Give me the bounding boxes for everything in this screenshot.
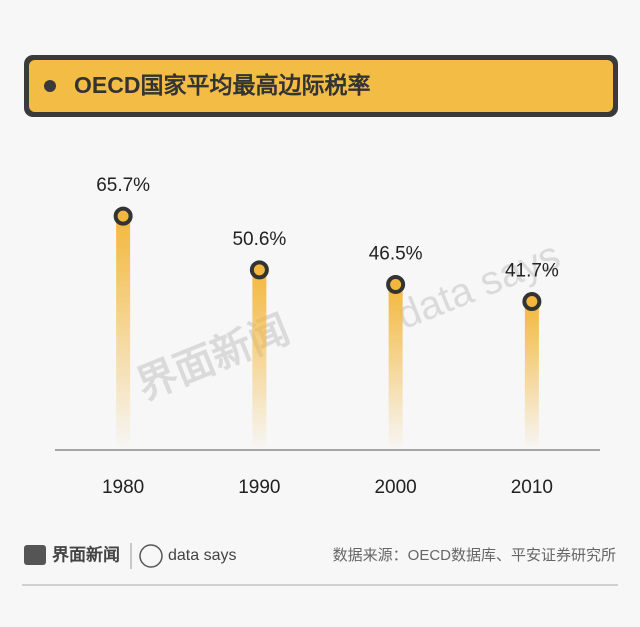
plot: 65.7% 1980 50.6% 1990 46.5% 2000 41.7% 2010: [96, 175, 559, 498]
bar: [388, 284, 403, 450]
bar-cap: [249, 260, 269, 280]
bar-cap: [522, 292, 542, 312]
bar: [252, 269, 267, 450]
chart-title: OECD国家平均最高边际税率: [74, 72, 370, 98]
title-bullet: [44, 80, 56, 92]
brand-logo: [24, 545, 46, 565]
bar: [524, 301, 539, 450]
footer-sub: data says: [168, 547, 236, 564]
value-label: 50.6%: [232, 229, 286, 250]
bar-cap: [113, 206, 133, 226]
value-label: 65.7%: [96, 175, 150, 196]
footer-brand: 界面新闻: [52, 544, 120, 564]
footer-source: 数据来源：OECD数据库、平安证券研究所: [333, 547, 616, 564]
bar-cap: [386, 274, 406, 294]
title-bar: [29, 60, 613, 112]
x-tick-label: 2000: [374, 477, 416, 498]
value-label: 46.5%: [369, 243, 423, 264]
value-label: 41.7%: [505, 261, 559, 282]
datasays-logo: [139, 544, 163, 568]
bar: [116, 216, 131, 450]
x-tick-label: 2010: [511, 477, 553, 498]
x-tick-label: 1990: [238, 477, 280, 498]
x-tick-label: 1980: [102, 477, 144, 498]
